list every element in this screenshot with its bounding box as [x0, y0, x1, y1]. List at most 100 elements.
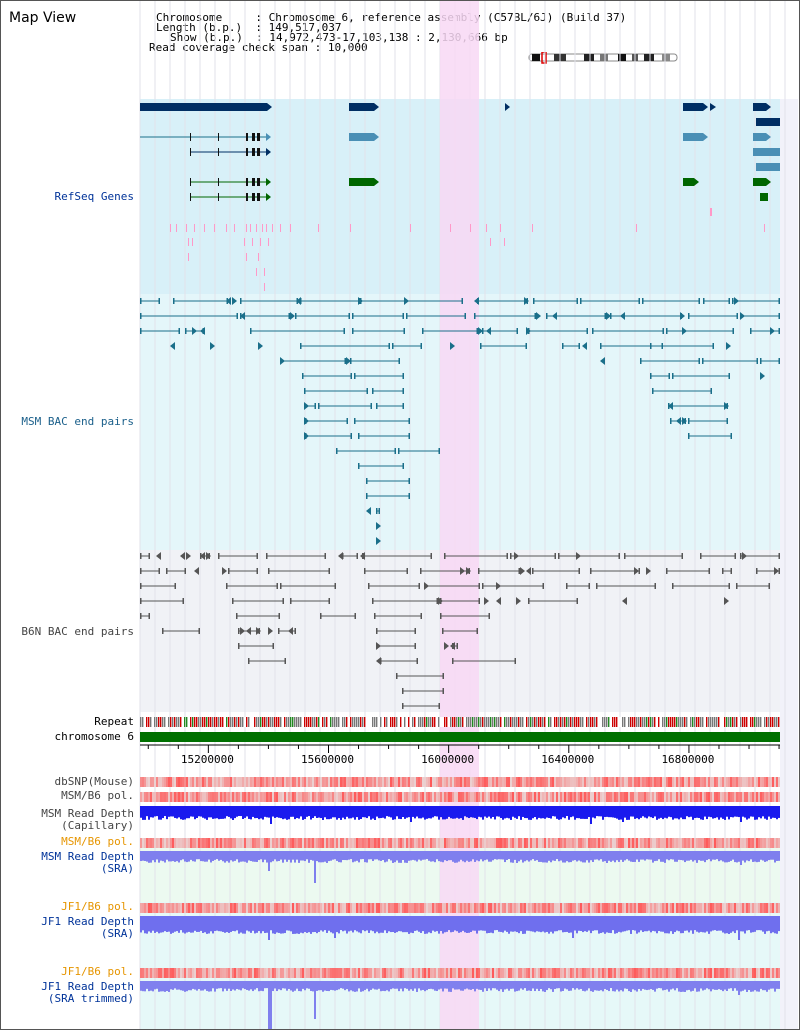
dbsnp-density — [666, 777, 668, 787]
jf1-b6-pol-density — [490, 903, 492, 913]
dbsnp-density — [160, 777, 162, 787]
msm-b6-pol-density — [144, 792, 146, 802]
jf1-sra-depth-bar — [590, 916, 592, 934]
repeat-track[interactable] — [140, 717, 780, 727]
repeat-element — [306, 717, 308, 727]
refseq-track[interactable] — [140, 103, 780, 291]
jf1-trimmed-depth-bar — [448, 981, 450, 992]
jf1-b6-pol-density — [308, 903, 310, 913]
msm-sra-depth-bar — [214, 851, 216, 860]
jf1-b6-pol-2-density — [174, 968, 176, 978]
jf1-sra-depth-bar — [290, 916, 292, 932]
msm-b6-pol-2-density — [534, 838, 536, 848]
msm-sra-depth-bar — [438, 851, 440, 862]
jf1-sra-depth-bar — [276, 916, 278, 933]
msm-capillary-depth-bar — [526, 806, 528, 819]
jf1-b6-pol-density — [694, 903, 696, 913]
b6n-bac-end — [478, 568, 480, 574]
jf1-trimmed-depth-bar — [266, 981, 268, 989]
msm-capillary-depth-bar — [592, 806, 594, 818]
jf1-b6-pol-2-density — [172, 968, 174, 978]
jf1-b6-pol-density — [470, 903, 472, 913]
variant-tracks[interactable] — [140, 777, 780, 978]
read-depth-tracks[interactable] — [140, 806, 780, 1030]
jf1-b6-pol-2-density — [326, 968, 328, 978]
repeat-element — [266, 717, 268, 727]
jf1-b6-pol-2-density — [380, 968, 382, 978]
msm-capillary-depth-bar — [420, 806, 422, 819]
jf1-sra-depth-bar — [554, 916, 556, 932]
msm-bac-track[interactable] — [140, 297, 780, 545]
jf1-trimmed-depth-bar — [424, 981, 426, 992]
dbsnp-density — [172, 777, 174, 787]
jf1-b6-pol-density — [750, 903, 752, 913]
msm-b6-pol-density — [588, 792, 590, 802]
jf1-trimmed-depth-bar — [400, 981, 402, 989]
jf1-trimmed-depth-bar — [434, 981, 436, 991]
jf1-b6-pol-density — [680, 903, 682, 913]
msm-bac-marker — [740, 312, 745, 320]
msm-sra-depth-bar — [172, 851, 174, 862]
jf1-sra-depth-bar — [400, 916, 402, 932]
dbsnp-density — [302, 777, 304, 787]
jf1-trimmed-depth-bar — [524, 981, 526, 989]
jf1-sra-depth-bar — [336, 916, 338, 933]
jf1-b6-pol-density — [592, 903, 594, 913]
msm-b6-pol-density — [392, 792, 394, 802]
msm-b6-pol-density — [434, 792, 436, 802]
dbsnp-density — [726, 777, 728, 787]
exon — [218, 148, 219, 156]
jf1-sra-depth-bar — [618, 916, 620, 932]
b6n-bac-end — [162, 628, 164, 634]
jf1-trimmed-depth-bar — [508, 981, 510, 991]
jf1-b6-pol-2-density — [674, 968, 676, 978]
jf1-trimmed-depth-bar — [262, 981, 264, 992]
dbsnp-density — [772, 777, 774, 787]
msm-sra-depth-bar — [612, 851, 614, 861]
jf1-trimmed-depth-bar — [214, 981, 216, 992]
jf1-b6-pol-2-density — [150, 968, 152, 978]
b6n-bac-end — [510, 553, 512, 559]
msm-bac-end — [688, 418, 690, 424]
msm-sra-depth-bar — [316, 851, 318, 862]
chromosome-track[interactable] — [140, 732, 780, 742]
msm-b6-pol-density — [666, 792, 668, 802]
jf1-sra-depth-bar — [534, 916, 536, 933]
msm-b6-pol-2-density — [418, 838, 420, 848]
msm-b6-pol-2-density — [620, 838, 622, 848]
msm-b6-pol-density — [676, 792, 678, 802]
msm-bac-end — [358, 463, 360, 469]
jf1-sra-depth-bar — [350, 916, 352, 931]
msm-b6-pol-density — [538, 792, 540, 802]
msm-capillary-depth-bar — [584, 806, 586, 819]
jf1-b6-pol-2-density — [618, 968, 620, 978]
msm-capillary-depth-bar — [404, 806, 406, 819]
jf1-sra-depth-bar — [740, 916, 742, 932]
repeat-element — [716, 717, 718, 727]
msm-sra-depth-bar — [370, 851, 372, 860]
jf1-trimmed-depth-bar — [596, 981, 598, 991]
dbsnp-density — [708, 777, 710, 787]
jf1-trimmed-depth-bar — [474, 981, 476, 992]
msm-b6-pol-density — [522, 792, 524, 802]
b6n-bac-marker — [156, 552, 161, 560]
msm-b6-pol-2-density — [616, 838, 618, 848]
repeat-element — [234, 717, 236, 727]
dbsnp-density — [762, 777, 764, 787]
b6n-bac-end — [356, 553, 358, 559]
refseq-pink-mark — [490, 238, 491, 246]
msm-depth-capillary-line2: (Capillary) — [61, 819, 134, 832]
msm-b6-pol-2-density — [724, 838, 726, 848]
jf1-trimmed-depth-bar — [148, 981, 150, 992]
repeat-element — [356, 717, 358, 727]
jf1-trimmed-depth-bar — [470, 981, 472, 990]
jf1-trimmed-depth-bar — [284, 981, 286, 989]
b6n-bac-marker — [460, 567, 465, 575]
msm-b6-pol-2-density — [704, 838, 706, 848]
exon — [252, 193, 255, 201]
b6n-bac-track[interactable] — [140, 552, 780, 709]
jf1-trimmed-depth-bar — [166, 981, 168, 992]
jf1-b6-pol-density — [198, 903, 200, 913]
dbsnp-density — [620, 777, 622, 787]
